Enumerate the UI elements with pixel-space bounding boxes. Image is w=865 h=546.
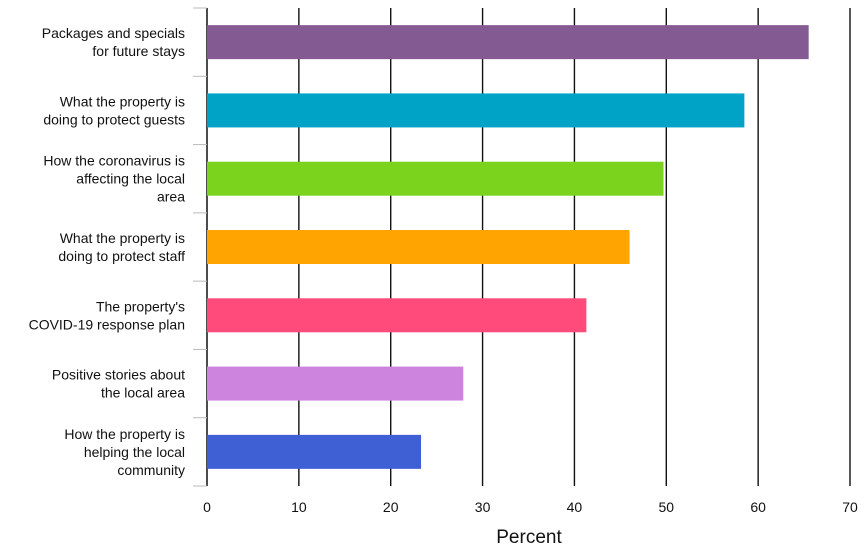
x-tick-label: 70	[842, 499, 858, 515]
x-tick-label: 10	[291, 499, 307, 515]
category-label: Packages and specials for future stays	[42, 25, 185, 59]
bar	[207, 25, 809, 60]
bar	[207, 161, 664, 196]
bar	[207, 230, 630, 264]
x-tick-label: 50	[658, 499, 674, 515]
category-label: What the property is doing to protect sta…	[58, 230, 185, 264]
category-label: How the property is helping the local comm…	[64, 426, 185, 478]
category-label: Positive stories about the local area	[52, 367, 185, 401]
x-tick-label: 20	[383, 499, 399, 515]
category-label: What the property is doing to protect gue…	[43, 93, 185, 127]
category-label: The property's COVID-19 response plan	[29, 298, 185, 332]
x-axis-title: Percent	[496, 527, 562, 546]
x-tick-label: 0	[203, 499, 211, 515]
category-label: How the coronavirus is affecting the loca…	[43, 153, 185, 205]
x-tick-label: 60	[750, 499, 766, 515]
bars	[207, 25, 809, 469]
bar	[207, 93, 745, 128]
x-tick-label: 40	[567, 499, 583, 515]
x-tick-label: 30	[475, 499, 491, 515]
category-labels: Packages and specials for future stays Wha…	[29, 25, 186, 478]
x-tick-labels: 0 10 20 30 40 50 60 70	[203, 499, 858, 515]
bar	[207, 434, 422, 469]
bar	[207, 366, 464, 401]
bar	[207, 298, 587, 333]
